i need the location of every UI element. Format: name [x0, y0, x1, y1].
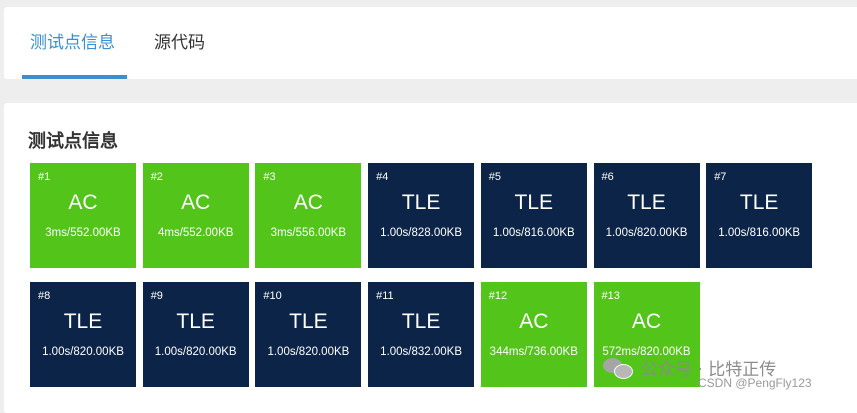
testcase-tile[interactable]: #1 AC 3ms/552.00KB	[30, 163, 136, 268]
testcase-tile[interactable]: #8 TLE 1.00s/820.00KB	[30, 282, 136, 387]
testcase-status: AC	[519, 310, 549, 333]
testcase-metrics: 1.00s/816.00KB	[718, 227, 801, 239]
testcase-status: TLE	[401, 191, 441, 214]
testcase-status: AC	[181, 191, 211, 214]
testcase-status: AC	[293, 191, 323, 214]
testcase-status: TLE	[176, 310, 215, 333]
watermark: 公众号 · 比特正传	[603, 355, 776, 380]
testcase-status: TLE	[401, 310, 441, 333]
testcase-index: #12	[488, 290, 508, 302]
watermark-text: 公众号 · 比特正传	[641, 360, 777, 380]
tabs-bar: 测试点信息 源代码	[4, 7, 857, 79]
testcase-metrics: 1.00s/820.00KB	[42, 346, 124, 358]
testcase-index: #4	[376, 171, 389, 183]
testcase-index: #10	[263, 290, 282, 302]
testcase-index: #3	[263, 171, 276, 183]
testcase-tile[interactable]: #4 TLE 1.00s/828.00KB	[368, 163, 475, 268]
testcase-metrics: 1.00s/820.00KB	[605, 227, 688, 239]
testcase-metrics: 4ms/552.00KB	[157, 227, 234, 239]
testcase-tile[interactable]: #3 AC 3ms/556.00KB	[255, 163, 362, 268]
testcase-status: TLE	[289, 310, 328, 333]
testcase-metrics: 3ms/556.00KB	[270, 227, 347, 239]
testcase-metrics: 1.00s/820.00KB	[154, 346, 237, 358]
testcase-status: AC	[68, 191, 98, 214]
active-tab-indicator	[22, 75, 127, 79]
testcase-status: TLE	[63, 310, 103, 333]
wechat-icon	[603, 356, 633, 380]
testcase-index: #9	[150, 290, 163, 302]
testcase-status: TLE	[739, 191, 779, 214]
testcase-tile[interactable]: #9 TLE 1.00s/820.00KB	[142, 282, 249, 387]
testcase-tile[interactable]: #7 TLE 1.00s/816.00KB	[706, 163, 813, 268]
tab-testcase-info[interactable]: 测试点信息	[30, 33, 115, 53]
section-title: 测试点信息	[28, 131, 118, 152]
testcase-tile[interactable]: #10 TLE 1.00s/820.00KB	[255, 282, 362, 387]
testcase-status: TLE	[514, 191, 554, 214]
testcase-index: #1	[38, 171, 51, 183]
testcase-metrics: 1.00s/816.00KB	[492, 227, 575, 239]
testcase-index: #6	[601, 171, 614, 183]
testcase-metrics: 3ms/552.00KB	[45, 227, 121, 239]
tab-source-code[interactable]: 源代码	[154, 33, 205, 53]
csdn-credit: CSDN @PengFly123	[698, 376, 812, 390]
testcase-tile[interactable]: #11 TLE 1.00s/832.00KB	[368, 282, 475, 387]
testcase-metrics: 344ms/736.00KB	[489, 346, 578, 358]
testcase-status: TLE	[627, 191, 666, 214]
testcase-index: #7	[714, 171, 727, 183]
testcase-status: AC	[631, 310, 662, 333]
testcase-metrics: 1.00s/832.00KB	[380, 346, 463, 358]
testcase-index: #11	[376, 290, 394, 302]
testcase-metrics: 1.00s/828.00KB	[380, 227, 463, 239]
testcase-tile[interactable]: #12 AC 344ms/736.00KB	[480, 282, 587, 387]
testcase-metrics: 1.00s/820.00KB	[267, 346, 350, 358]
testcase-panel: 测试点信息 #1 AC 3ms/552.00KB #2 AC 4ms/552.00KB #3…	[4, 103, 857, 413]
testcase-tile[interactable]: #6 TLE 1.00s/820.00KB	[593, 163, 700, 268]
testcase-index: #8	[38, 290, 51, 302]
testcase-index: #2	[150, 171, 163, 183]
testcase-tile[interactable]: #2 AC 4ms/552.00KB	[142, 163, 249, 268]
testcase-index: #13	[601, 290, 620, 302]
testcase-index: #5	[488, 171, 502, 183]
testcase-tile[interactable]: #5 TLE 1.00s/816.00KB	[480, 163, 587, 268]
testcase-metrics: 572ms/820.00KB	[602, 346, 691, 358]
